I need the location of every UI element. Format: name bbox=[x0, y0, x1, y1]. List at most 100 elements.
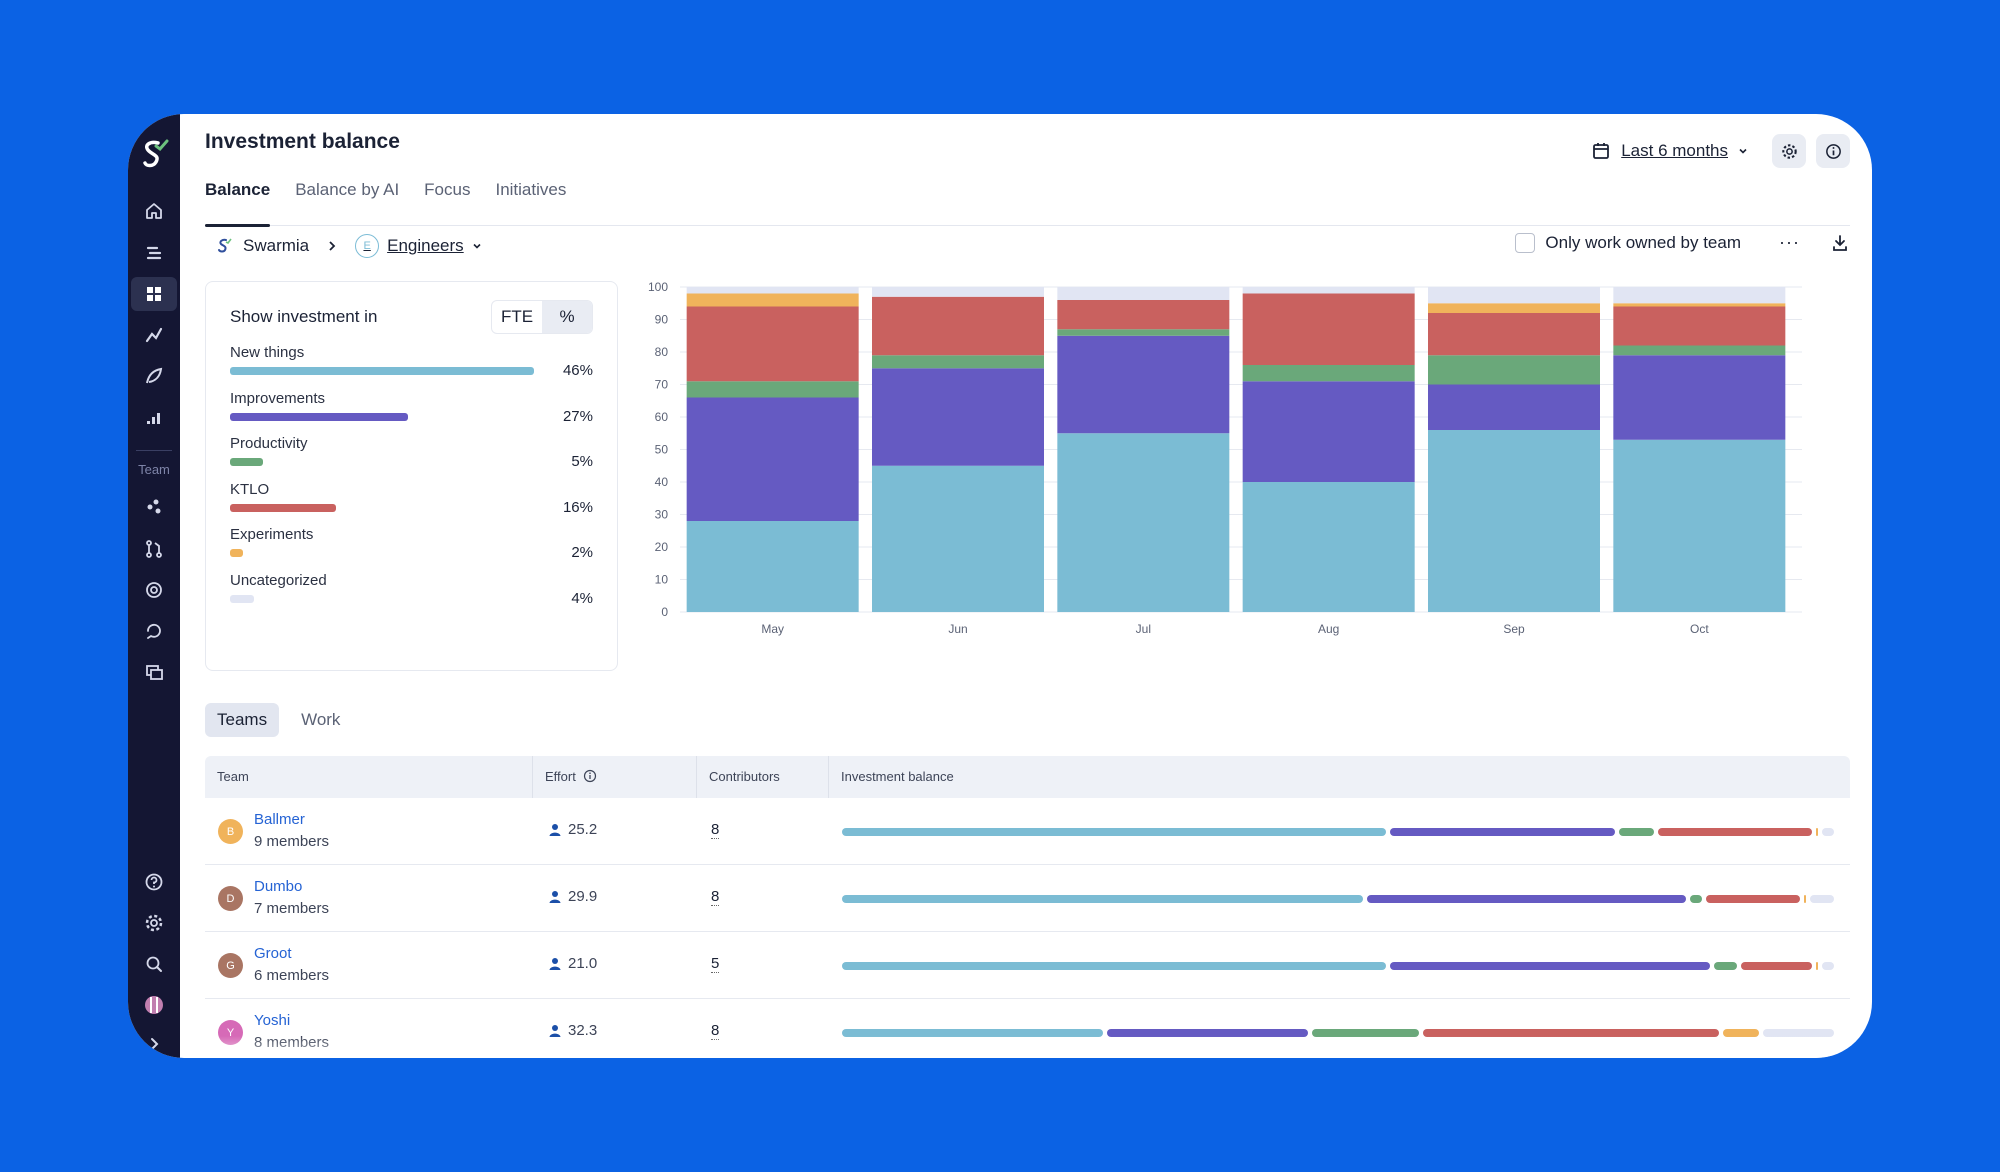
documents-icon[interactable] bbox=[131, 655, 177, 689]
bar-segment-uncategorized[interactable] bbox=[1242, 287, 1415, 294]
bar-segment-new-things[interactable] bbox=[1428, 430, 1600, 612]
settings-button[interactable] bbox=[1772, 134, 1806, 168]
unit-fte-button[interactable]: FTE bbox=[500, 307, 534, 326]
category-row[interactable]: Experiments 2% bbox=[230, 526, 593, 566]
bar-segment-productivity[interactable] bbox=[1428, 355, 1600, 385]
bar-segment-uncategorized[interactable] bbox=[686, 287, 859, 294]
bar-segment-improvements[interactable] bbox=[1242, 381, 1415, 482]
balance-segment-uncategorized[interactable] bbox=[1762, 1029, 1834, 1037]
bar-segment-uncategorized[interactable] bbox=[1613, 287, 1786, 304]
bar-segment-ktlo[interactable] bbox=[1242, 293, 1415, 366]
breadcrumb-org[interactable]: Swarmia bbox=[215, 236, 309, 256]
balance-segment-new-things[interactable] bbox=[842, 895, 1363, 903]
balance-segment-new-things[interactable] bbox=[842, 828, 1387, 836]
category-row[interactable]: Uncategorized 4% bbox=[230, 572, 593, 612]
contributors-count[interactable]: 8 bbox=[711, 821, 720, 839]
balance-segment-productivity[interactable] bbox=[1312, 1029, 1419, 1037]
contributors-count[interactable]: 5 bbox=[711, 955, 720, 973]
bar-segment-improvements[interactable] bbox=[872, 368, 1044, 466]
balance-segment-uncategorized[interactable] bbox=[1822, 962, 1834, 970]
team-link[interactable]: Groot bbox=[254, 945, 292, 962]
metrics-trend-icon[interactable] bbox=[131, 318, 177, 352]
bar-segment-productivity[interactable] bbox=[686, 381, 859, 398]
tab-teams[interactable]: Teams bbox=[205, 703, 280, 737]
date-range-picker[interactable]: Last 6 months bbox=[1591, 141, 1748, 161]
pull-requests-icon[interactable] bbox=[131, 532, 177, 566]
balance-segment-ktlo[interactable] bbox=[1741, 962, 1813, 970]
bar-segment-improvements[interactable] bbox=[686, 397, 859, 522]
team-link[interactable]: Ballmer bbox=[254, 811, 305, 828]
only-owned-toggle[interactable]: Only work owned by team bbox=[1515, 232, 1741, 253]
category-row[interactable]: KTLO 16% bbox=[230, 481, 593, 521]
balance-segment-productivity[interactable] bbox=[1618, 828, 1655, 836]
bar-segment-ktlo[interactable] bbox=[1057, 300, 1230, 330]
header-contributors[interactable]: Contributors bbox=[697, 756, 829, 798]
balance-segment-new-things[interactable] bbox=[842, 962, 1387, 970]
only-owned-checkbox[interactable] bbox=[1515, 232, 1536, 253]
bar-segment-new-things[interactable] bbox=[1613, 439, 1786, 612]
team-members-icon[interactable] bbox=[131, 490, 177, 524]
bar-segment-uncategorized[interactable] bbox=[1428, 287, 1600, 304]
reports-stairs-icon[interactable] bbox=[131, 401, 177, 435]
balance-segment-productivity[interactable] bbox=[1713, 962, 1738, 970]
target-icon[interactable] bbox=[131, 573, 177, 607]
search-icon[interactable] bbox=[131, 947, 177, 981]
bar-segment-improvements[interactable] bbox=[1057, 335, 1230, 434]
unit-percent-button[interactable]: % bbox=[542, 301, 592, 333]
bar-segment-experiments[interactable] bbox=[686, 293, 859, 307]
balance-segment-ktlo[interactable] bbox=[1422, 1029, 1720, 1037]
bar-segment-ktlo[interactable] bbox=[1428, 313, 1600, 356]
balance-segment-improvements[interactable] bbox=[1366, 895, 1686, 903]
swarmia-logo[interactable] bbox=[136, 136, 172, 172]
bar-segment-productivity[interactable] bbox=[1057, 329, 1230, 336]
bar-segment-productivity[interactable] bbox=[872, 355, 1044, 369]
balance-segment-uncategorized[interactable] bbox=[1822, 828, 1834, 836]
team-selector[interactable]: E Engineers bbox=[355, 234, 482, 258]
download-icon[interactable] bbox=[1830, 233, 1850, 253]
info-icon[interactable] bbox=[583, 769, 597, 783]
bar-segment-new-things[interactable] bbox=[1057, 433, 1230, 612]
category-row[interactable]: Productivity 5% bbox=[230, 435, 593, 475]
team-link[interactable]: Dumbo bbox=[254, 878, 303, 895]
feedback-leaf-icon[interactable] bbox=[131, 359, 177, 393]
bar-segment-improvements[interactable] bbox=[1613, 355, 1786, 440]
tab-balance[interactable]: Balance bbox=[205, 180, 271, 227]
tab-balance-by-ai[interactable]: Balance by AI bbox=[295, 180, 400, 199]
tab-work[interactable]: Work bbox=[301, 710, 341, 729]
bar-segment-improvements[interactable] bbox=[1428, 384, 1600, 431]
category-row[interactable]: New things 46% bbox=[230, 344, 593, 384]
retro-icon[interactable] bbox=[131, 614, 177, 648]
bar-segment-productivity[interactable] bbox=[1613, 345, 1786, 356]
balance-segment-productivity[interactable] bbox=[1689, 895, 1702, 903]
balance-segment-ktlo[interactable] bbox=[1658, 828, 1813, 836]
bar-segment-new-things[interactable] bbox=[872, 465, 1044, 612]
bar-segment-ktlo[interactable] bbox=[1613, 306, 1786, 346]
balance-segment-experiments[interactable] bbox=[1723, 1029, 1759, 1037]
info-button[interactable] bbox=[1816, 134, 1850, 168]
header-team[interactable]: Team bbox=[205, 756, 533, 798]
tab-initiatives[interactable]: Initiatives bbox=[495, 180, 567, 199]
help-icon[interactable] bbox=[131, 865, 177, 899]
balance-segment-uncategorized[interactable] bbox=[1810, 895, 1834, 903]
category-row[interactable]: Improvements 27% bbox=[230, 390, 593, 430]
balance-segment-improvements[interactable] bbox=[1390, 962, 1710, 970]
header-effort[interactable]: Effort bbox=[533, 756, 697, 798]
bar-segment-uncategorized[interactable] bbox=[1057, 287, 1230, 300]
table-row[interactable]: G Groot 6 members 21.0 5 bbox=[205, 932, 1850, 999]
table-row[interactable]: B Ballmer 9 members 25.2 8 bbox=[205, 798, 1850, 865]
balance-segment-improvements[interactable] bbox=[1106, 1029, 1309, 1037]
bar-segment-experiments[interactable] bbox=[1428, 303, 1600, 313]
bar-segment-experiments[interactable] bbox=[1613, 303, 1786, 307]
table-row[interactable]: D Dumbo 7 members 29.9 8 bbox=[205, 865, 1850, 932]
balance-segment-ktlo[interactable] bbox=[1705, 895, 1801, 903]
bar-segment-ktlo[interactable] bbox=[686, 306, 859, 382]
expand-sidebar-icon[interactable] bbox=[131, 1027, 177, 1058]
team-link[interactable]: Yoshi bbox=[254, 1012, 291, 1029]
balance-segment-improvements[interactable] bbox=[1390, 828, 1615, 836]
bar-segment-uncategorized[interactable] bbox=[872, 287, 1044, 297]
settings-gear-icon[interactable] bbox=[131, 906, 177, 940]
contributors-count[interactable]: 8 bbox=[711, 888, 720, 906]
bar-segment-productivity[interactable] bbox=[1242, 365, 1415, 382]
user-avatar[interactable] bbox=[131, 988, 177, 1022]
work-log-icon[interactable] bbox=[131, 236, 177, 270]
